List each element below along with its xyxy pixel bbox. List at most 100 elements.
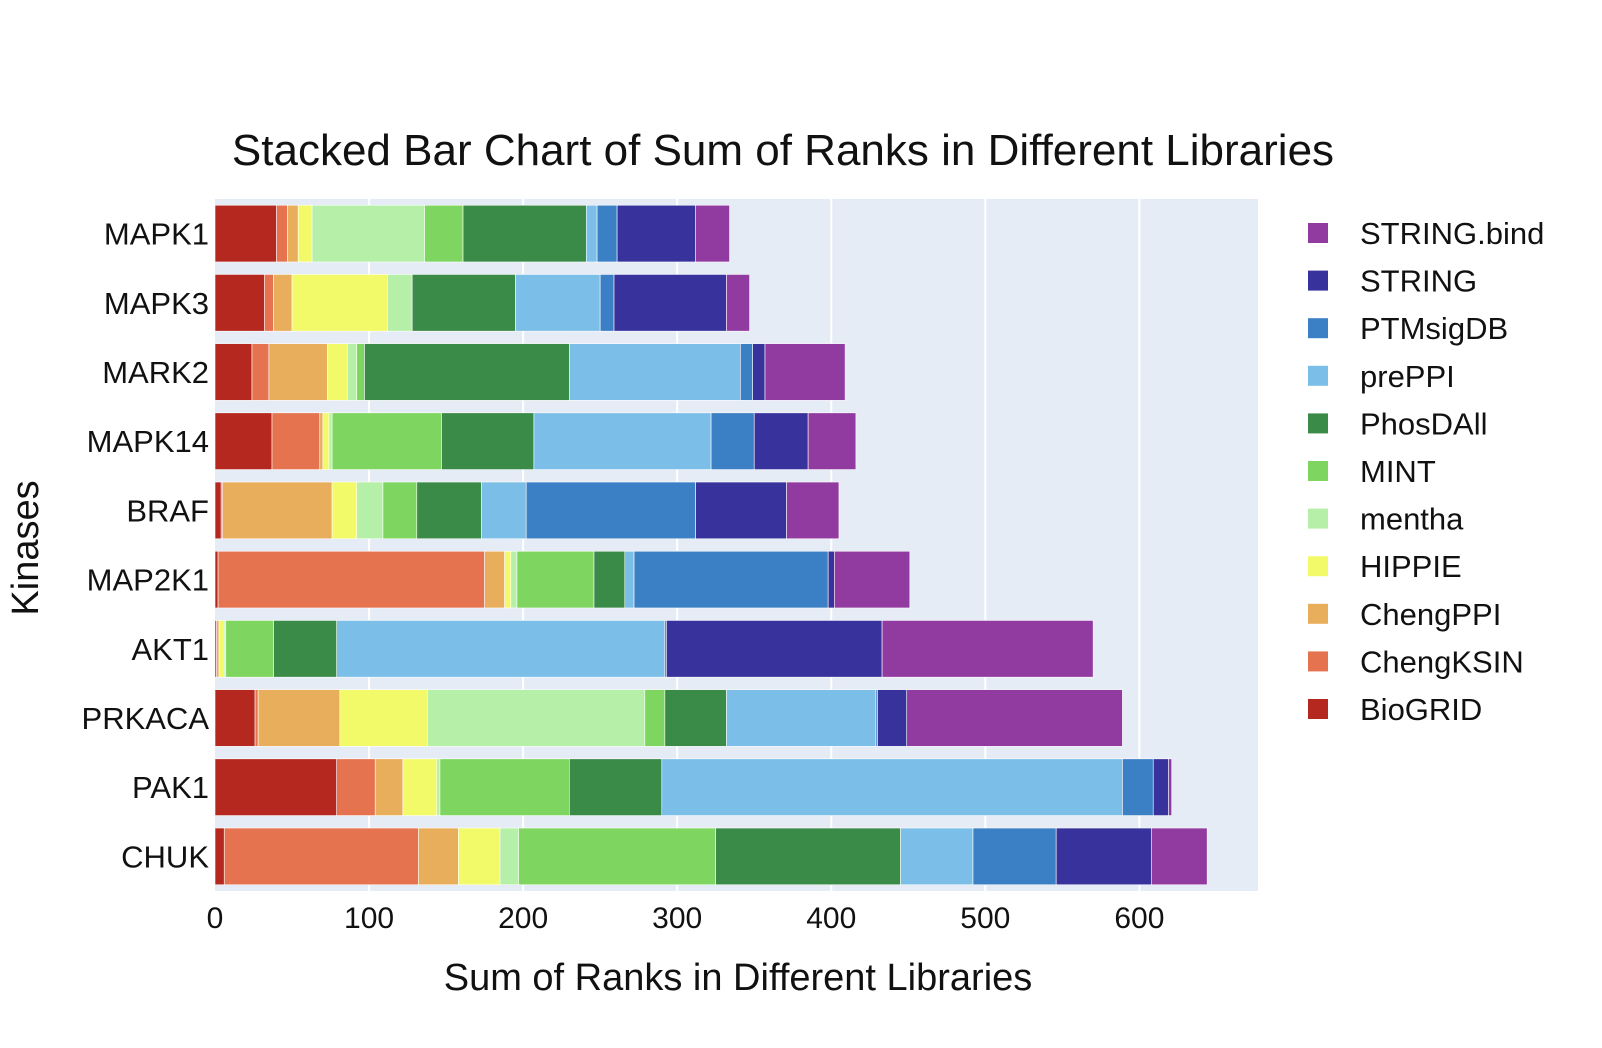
bar-segment — [356, 343, 365, 401]
legend-label: prePPI — [1360, 359, 1455, 394]
bar-segment — [726, 274, 750, 332]
bar-segment — [356, 481, 384, 540]
bar-segment — [254, 689, 259, 747]
y-tick-label: MAPK3 — [104, 286, 209, 321]
bar-segment — [1151, 827, 1208, 886]
bar-segment — [462, 204, 587, 263]
bar-segment — [695, 204, 730, 263]
bar-segment — [599, 274, 615, 332]
bars — [214, 204, 1208, 886]
y-tick-label: CHUK — [121, 839, 209, 874]
bar-segment — [214, 274, 265, 332]
bar-segment — [331, 481, 358, 540]
legend-swatch — [1308, 461, 1328, 481]
bar-segment — [439, 758, 570, 816]
x-tick-label: 100 — [344, 902, 394, 935]
x-tick-label: 400 — [806, 902, 856, 935]
bar-segment — [225, 620, 274, 678]
legend-swatch — [1308, 318, 1328, 339]
legend: STRING.bind STRING PTMsigDB prePPI PhosDAll M… — [1308, 216, 1544, 727]
bar-segment — [1152, 758, 1169, 816]
legend-swatch — [1308, 699, 1328, 719]
bar-segment — [1055, 827, 1152, 886]
y-tick-label: MAPK14 — [87, 424, 209, 459]
bar-segment — [364, 343, 570, 401]
bar-segment — [214, 481, 222, 540]
x-tick-label: 0 — [207, 902, 224, 935]
bar-segment — [1168, 758, 1173, 816]
bar-segment — [900, 827, 974, 886]
bar-segment — [276, 204, 288, 263]
bar-segment — [525, 481, 696, 540]
bar-segment — [516, 550, 595, 609]
bar-segment — [585, 204, 598, 263]
bar-segment — [214, 827, 225, 886]
legend-label: MINT — [1360, 454, 1436, 489]
bar-segment — [339, 689, 428, 747]
bar-segment — [441, 412, 535, 470]
bar-segment — [764, 343, 846, 401]
bar-segment — [906, 689, 1123, 747]
bar-segment — [644, 689, 666, 747]
x-tick-label: 500 — [960, 902, 1010, 935]
y-tick-label: MARK2 — [102, 355, 209, 390]
legend-swatch — [1308, 365, 1328, 386]
bar-segment — [877, 689, 908, 747]
bar-segment — [695, 481, 787, 540]
bar-segment — [740, 343, 753, 401]
legend-label: BioGRID — [1360, 692, 1482, 727]
bar-segment — [710, 412, 755, 470]
legend-label: STRING.bind — [1360, 216, 1544, 251]
bar-segment — [217, 550, 485, 609]
y-tick-label: BRAF — [126, 493, 209, 528]
y-axis-label: Kinases — [5, 480, 47, 615]
legend-label: PhosDAll — [1360, 406, 1488, 441]
bar-segment — [633, 550, 829, 609]
bar-segment — [374, 758, 404, 816]
legend-label: PTMsigDB — [1360, 311, 1508, 346]
bar-segment — [807, 412, 857, 470]
bar-segment — [291, 274, 388, 332]
bar-segment — [319, 412, 324, 470]
bar-segment — [257, 689, 341, 747]
y-tick-labels: MAPK1 MAPK3 MARK2 MAPK14 BRAF MAP2K1 AKT1 PRKAC… — [82, 217, 210, 875]
bar-segment — [458, 827, 501, 886]
bar-segment — [251, 343, 270, 401]
bar-segment — [664, 689, 727, 747]
bar-segment — [322, 412, 330, 470]
bar-segment — [972, 827, 1057, 886]
bar-segment — [786, 481, 840, 540]
bar-segment — [533, 412, 712, 470]
legend-swatch — [1308, 556, 1328, 577]
x-tick-label: 600 — [1114, 902, 1164, 935]
bar-segment — [416, 481, 482, 540]
bar-segment — [613, 274, 727, 332]
bar-segment — [881, 620, 1094, 678]
bar-segment — [297, 204, 313, 263]
legend-swatch — [1308, 223, 1328, 243]
bar-segment — [518, 827, 717, 886]
bar-segment — [387, 274, 413, 332]
bar-segment — [726, 689, 877, 747]
legend-label: ChengKSIN — [1360, 644, 1524, 679]
bar-segment — [271, 412, 321, 470]
bar-segment — [223, 827, 419, 886]
bar-segment — [593, 550, 626, 609]
bar-segment — [666, 620, 883, 678]
bar-segment — [214, 343, 253, 401]
legend-swatch — [1308, 270, 1328, 291]
bar-segment — [222, 481, 333, 540]
bar-segment — [1122, 758, 1154, 816]
bar-segment — [481, 481, 527, 540]
y-tick-label: AKT1 — [131, 632, 209, 667]
bar-segment — [214, 758, 338, 816]
legend-label: ChengPPI — [1360, 597, 1501, 632]
bar-segment — [715, 827, 901, 886]
bar-segment — [616, 204, 696, 263]
bar-segment — [569, 758, 663, 816]
bar-segment — [219, 620, 225, 678]
legend-swatch — [1308, 603, 1328, 624]
bar-segment — [596, 204, 618, 263]
bar-segment — [834, 550, 911, 609]
y-tick-label: PRKACA — [82, 701, 210, 736]
